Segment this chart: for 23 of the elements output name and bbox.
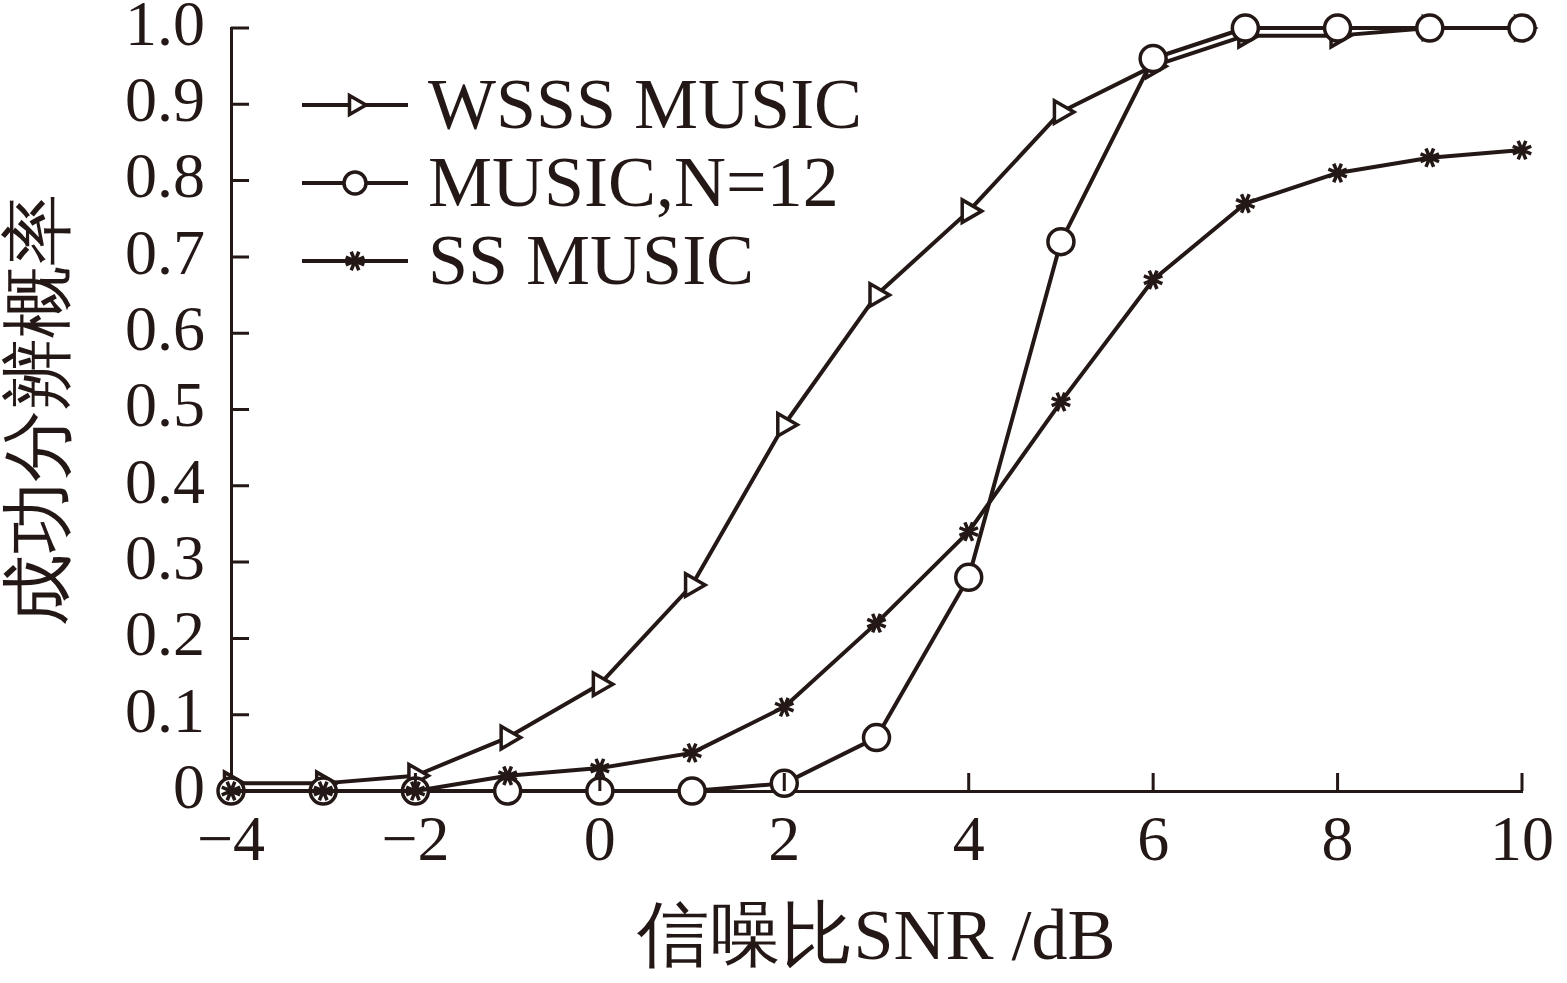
legend-label: SS MUSIC bbox=[428, 219, 755, 300]
x-axis-title: 信噪比SNR /dB bbox=[637, 894, 1116, 975]
x-tick-label: 10 bbox=[1490, 803, 1554, 875]
y-tick-label: 1.0 bbox=[125, 0, 205, 59]
y-tick-label: 0.4 bbox=[125, 445, 205, 517]
x-tick-label: 6 bbox=[1137, 803, 1170, 875]
y-tick-label: 0.2 bbox=[125, 598, 205, 670]
y-tick-label: 0.8 bbox=[125, 140, 205, 212]
legend-label: WSSS MUSIC bbox=[428, 63, 863, 144]
y-tick-label: 0.9 bbox=[125, 64, 205, 136]
x-tick-label: −2 bbox=[381, 803, 450, 875]
y-tick-label: 0.5 bbox=[125, 369, 205, 441]
x-tick-label: 2 bbox=[768, 803, 801, 875]
legend-label: MUSIC,N=12 bbox=[428, 141, 839, 222]
x-tick-label: 8 bbox=[1321, 803, 1354, 875]
y-tick-label: 0.6 bbox=[125, 293, 205, 365]
x-tick-label: 4 bbox=[952, 803, 985, 875]
y-tick-label: 0.3 bbox=[125, 521, 205, 593]
y-tick-label: 0.1 bbox=[125, 674, 205, 746]
y-tick-label: 0.7 bbox=[125, 216, 205, 288]
x-tick-label: 0 bbox=[583, 803, 616, 875]
y-axis-title: 成功分辨概率 bbox=[0, 193, 79, 626]
y-tick-label: 0 bbox=[173, 750, 205, 822]
